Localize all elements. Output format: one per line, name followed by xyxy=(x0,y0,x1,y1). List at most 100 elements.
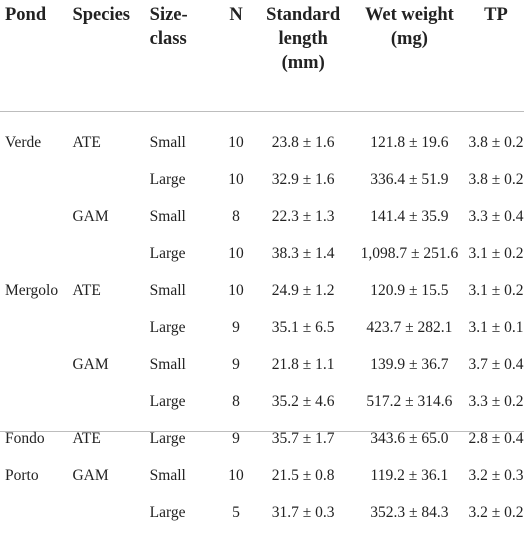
header-wet-weight-line2: (mg) xyxy=(390,29,428,49)
cell-wet-weight: 336.4 ± 51.9 xyxy=(370,171,449,188)
cell-standard-length: 23.8 ± 1.6 xyxy=(271,134,335,151)
cell-size-class: Large xyxy=(149,171,186,188)
cell-n: 9 xyxy=(232,319,240,336)
cell-tp: 3.7 ± 0.4 xyxy=(468,356,524,373)
cell-size-class: Large xyxy=(149,430,186,447)
table-row: Large 5 31.7 ± 0.3 352.3 ± 84.3 3.2 ± 0.… xyxy=(0,496,524,533)
cell-species xyxy=(72,385,149,422)
cell-wet-weight: 141.4 ± 35.9 xyxy=(370,208,449,225)
cell-wet-weight: 423.7 ± 282.1 xyxy=(366,319,453,336)
cell-standard-length: 24.9 ± 1.2 xyxy=(271,282,335,299)
cell-n: 8 xyxy=(232,208,240,225)
cell-size-class: Small xyxy=(149,467,186,484)
cell-wet-weight: 352.3 ± 84.3 xyxy=(370,504,449,521)
table-row: Large 10 38.3 ± 1.4 1,098.7 ± 251.6 3.1 … xyxy=(0,237,524,274)
cell-size-class: Small xyxy=(149,208,186,225)
cell-pond: Verde xyxy=(5,134,42,151)
cell-n: 5 xyxy=(232,504,240,521)
cell-n: 10 xyxy=(228,245,244,262)
cell-species xyxy=(72,163,149,200)
cell-n: 8 xyxy=(232,393,240,410)
header-size-class-line2: class xyxy=(149,29,187,49)
header-species: Species xyxy=(72,0,149,109)
cell-n: 9 xyxy=(232,430,240,447)
cell-standard-length: 31.7 ± 0.3 xyxy=(271,504,335,521)
header-tp: TP xyxy=(468,0,524,109)
cell-wet-weight: 121.8 ± 19.6 xyxy=(370,134,449,151)
header-pond-label: Pond xyxy=(5,5,47,25)
cell-pond: Mergolo xyxy=(5,282,59,299)
header-standard-length-line2: length xyxy=(278,29,328,49)
cell-tp: 3.2 ± 0.3 xyxy=(468,467,524,484)
cell-size-class: Small xyxy=(149,356,186,373)
cell-standard-length: 21.8 ± 1.1 xyxy=(271,356,335,373)
cell-tp: 2.8 ± 0.4 xyxy=(468,430,524,447)
header-standard-length-line3: (mm) xyxy=(281,53,325,73)
cell-n: 10 xyxy=(228,282,244,299)
cell-species xyxy=(72,496,149,533)
table-row: GAM Small 9 21.8 ± 1.1 139.9 ± 36.7 3.7 … xyxy=(0,348,524,385)
header-tp-label: TP xyxy=(484,5,508,25)
cell-standard-length: 35.1 ± 6.5 xyxy=(271,319,335,336)
table-row: GAM Small 8 22.3 ± 1.3 141.4 ± 35.9 3.3 … xyxy=(0,200,524,237)
cell-standard-length: 21.5 ± 0.8 xyxy=(271,467,335,484)
cell-species: GAM xyxy=(72,467,109,484)
cell-size-class: Small xyxy=(149,134,186,151)
cell-species: ATE xyxy=(72,430,101,447)
cell-size-class: Large xyxy=(149,393,186,410)
header-species-label: Species xyxy=(72,5,130,25)
cell-wet-weight: 1,098.7 ± 251.6 xyxy=(360,245,459,262)
cell-size-class: Large xyxy=(149,245,186,262)
cell-standard-length: 22.3 ± 1.3 xyxy=(271,208,335,225)
cell-wet-weight: 517.2 ± 314.6 xyxy=(366,393,453,410)
cell-size-class: Large xyxy=(149,319,186,336)
table-row: Verde ATE Small 10 23.8 ± 1.6 121.8 ± 19… xyxy=(0,109,524,163)
cell-species: GAM xyxy=(72,356,109,373)
cell-species xyxy=(72,311,149,348)
cell-tp: 3.1 ± 0.2 xyxy=(468,245,524,262)
cell-tp: 3.3 ± 0.2 xyxy=(468,393,524,410)
table-bottom-rule xyxy=(0,431,524,432)
cell-species xyxy=(72,237,149,274)
data-table-container: Pond Species Size- class N Standard leng… xyxy=(0,5,524,521)
cell-pond xyxy=(0,348,72,385)
cell-n: 10 xyxy=(228,467,244,484)
cell-tp: 3.2 ± 0.2 xyxy=(468,504,524,521)
cell-pond xyxy=(0,237,72,274)
cell-wet-weight: 139.9 ± 36.7 xyxy=(370,356,449,373)
header-standard-length-line1: Standard xyxy=(266,5,341,25)
cell-tp: 3.8 ± 0.2 xyxy=(468,171,524,188)
table-row: Large 10 32.9 ± 1.6 336.4 ± 51.9 3.8 ± 0… xyxy=(0,163,524,200)
table-row: Large 9 35.1 ± 6.5 423.7 ± 282.1 3.1 ± 0… xyxy=(0,311,524,348)
cell-tp: 3.3 ± 0.4 xyxy=(468,208,524,225)
cell-standard-length: 35.7 ± 1.7 xyxy=(271,430,335,447)
cell-pond: Porto xyxy=(5,467,39,484)
cell-species: ATE xyxy=(72,282,101,299)
cell-wet-weight: 343.6 ± 65.0 xyxy=(370,430,449,447)
cell-tp: 3.1 ± 0.1 xyxy=(468,319,524,336)
header-standard-length: Standard length (mm) xyxy=(256,0,351,109)
cell-pond: Fondo xyxy=(5,430,45,447)
header-wet-weight: Wet weight (mg) xyxy=(351,0,468,109)
cell-standard-length: 38.3 ± 1.4 xyxy=(271,245,335,262)
table-row: Large 8 35.2 ± 4.6 517.2 ± 314.6 3.3 ± 0… xyxy=(0,385,524,422)
cell-standard-length: 32.9 ± 1.6 xyxy=(271,171,335,188)
header-size-class-line1: Size- xyxy=(149,5,188,25)
header-divider xyxy=(0,111,524,112)
table-row: Fondo ATE Large 9 35.7 ± 1.7 343.6 ± 65.… xyxy=(0,422,524,459)
cell-n: 10 xyxy=(228,171,244,188)
cell-size-class: Large xyxy=(149,504,186,521)
header-pond: Pond xyxy=(0,0,72,109)
header-n: N xyxy=(217,0,256,109)
cell-n: 9 xyxy=(232,356,240,373)
cell-pond xyxy=(0,163,72,200)
cell-tp: 3.8 ± 0.2 xyxy=(468,134,524,151)
cell-wet-weight: 120.9 ± 15.5 xyxy=(370,282,449,299)
cell-pond xyxy=(0,311,72,348)
header-n-label: N xyxy=(229,5,243,25)
cell-size-class: Small xyxy=(149,282,186,299)
cell-wet-weight: 119.2 ± 36.1 xyxy=(370,467,449,484)
cell-tp: 3.1 ± 0.2 xyxy=(468,282,524,299)
cell-pond xyxy=(0,385,72,422)
